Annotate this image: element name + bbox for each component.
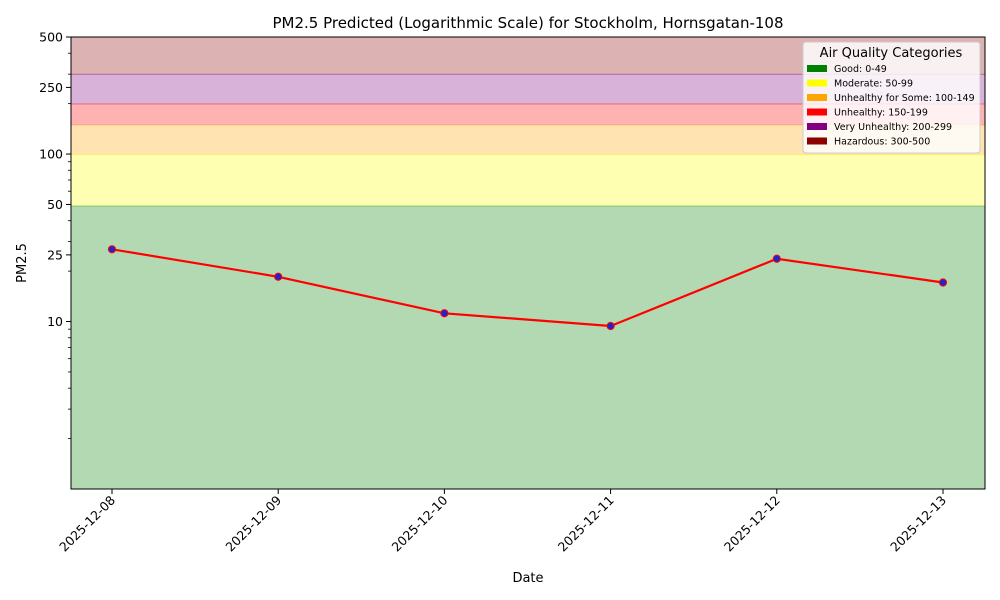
series-line-0 (111, 248, 944, 328)
x-tick-label: 2025-12-08 (56, 492, 118, 554)
legend-swatch-2 (807, 94, 827, 101)
chart-title: PM2.5 Predicted (Logarithmic Scale) for … (272, 14, 783, 32)
legend-label-1: Moderate: 50-99 (834, 79, 913, 90)
y-tick-label: 250 (39, 80, 63, 95)
legend-box (802, 41, 981, 154)
x-axis: 2025-12-08 2025-12-09 2025-12-10 2025-12-11… (56, 489, 949, 554)
legend-items: Good: 0-49 Moderate: 50-99 Unhealthy for S… (807, 64, 975, 148)
data-point (107, 245, 117, 254)
aqi-band-0 (71, 205, 985, 489)
y-tick-label: 100 (39, 147, 63, 162)
y-tick-label: 500 (39, 30, 63, 45)
x-tick-label: 2025-12-13 (887, 493, 949, 555)
x-tick-label: 2025-12-12 (721, 493, 783, 555)
y-tick-label: 10 (47, 314, 63, 329)
legend-label-2: Unhealthy for Some: 100-149 (834, 93, 975, 104)
legend: Air Quality Categories Good: 0-49 Moderat… (802, 41, 981, 154)
y-tick-label: 25 (47, 247, 63, 262)
data-point (274, 272, 283, 281)
aqi-band-3 (71, 104, 985, 126)
x-tick-label: 2025-12-10 (389, 492, 451, 554)
y-axis-label: PM2.5 (15, 243, 30, 283)
y-tick-label: 50 (47, 197, 63, 212)
data-point (772, 254, 781, 263)
legend-swatch-5 (807, 137, 827, 145)
data-point (938, 278, 948, 287)
x-tick-label: 2025-12-09 (222, 492, 284, 554)
legend-label-3: Unhealthy: 150-199 (834, 108, 928, 119)
aqi-band-1 (71, 154, 985, 206)
x-tick-label: 2025-12-11 (555, 493, 617, 555)
data-point (440, 309, 449, 318)
legend-label-5: Hazardous: 300-500 (834, 137, 930, 148)
legend-swatch-4 (807, 123, 827, 130)
data-point (606, 321, 615, 331)
legend-label-0: Good: 0-49 (834, 64, 887, 75)
plot-frame (70, 36, 986, 490)
x-axis-label: Date (512, 571, 543, 586)
series-layer (107, 245, 948, 331)
legend-swatch-3 (807, 108, 827, 116)
legend-label-4: Very Unhealthy: 200-299 (834, 122, 952, 133)
legend-swatch-0 (807, 65, 827, 72)
legend-title: Air Quality Categories (820, 46, 963, 61)
legend-swatch-1 (807, 79, 827, 87)
y-axis: 10 25 50 100 250 500 (39, 30, 71, 439)
